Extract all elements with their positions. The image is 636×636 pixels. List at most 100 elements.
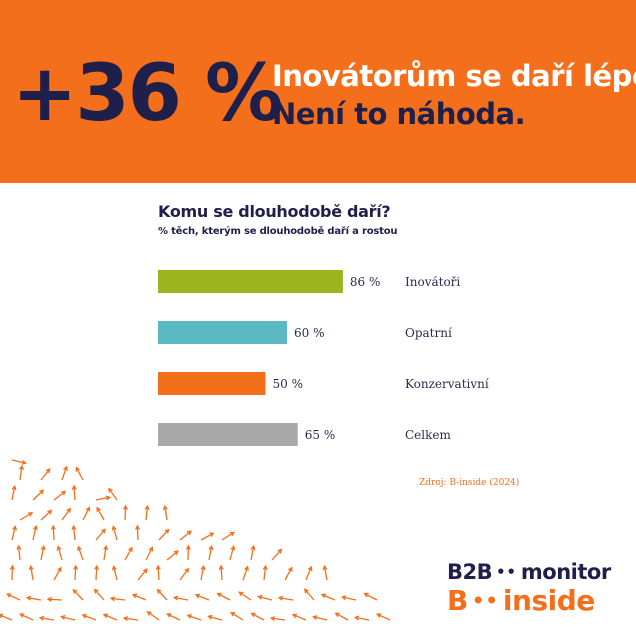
arrow-icon: [38, 615, 55, 621]
arrow-icon: [109, 596, 126, 602]
arrow-icon: [28, 564, 34, 581]
arrow-icon: [229, 545, 236, 561]
arrow-icon: [166, 613, 181, 621]
logo-b-text: B: [447, 584, 468, 617]
arrow-icon: [81, 613, 97, 621]
arrow-icon: [305, 565, 313, 581]
arrow-icon: [0, 613, 13, 621]
arrow-icon: [53, 490, 67, 501]
arrow-icon: [194, 593, 210, 601]
arrow-icon: [218, 564, 224, 581]
logo-dots: ••: [471, 589, 499, 613]
arrow-icon: [179, 567, 190, 581]
arrow-icon: [186, 614, 202, 621]
arrow-icon: [334, 612, 349, 621]
arrow-icon: [320, 593, 336, 601]
source-note: Zdroj: B-inside (2024): [419, 478, 520, 488]
arrow-icon: [353, 615, 370, 621]
arrow-icon: [250, 612, 265, 621]
arrow-icon: [145, 546, 154, 561]
arrow-icon: [277, 595, 294, 601]
arrow-icon: [108, 487, 118, 501]
arrow-icon: [200, 532, 215, 541]
scattered-arrows-icon: [0, 459, 391, 621]
arrow-icon: [200, 564, 206, 581]
value-label: 50 %: [273, 377, 304, 391]
arrow-icon: [172, 595, 189, 601]
arrow-icon: [103, 544, 109, 561]
arrow-icon: [93, 588, 105, 601]
arrow-icon: [11, 459, 27, 465]
arrow-icon: [340, 595, 357, 601]
b2b-monitor-logo: B2B •• monitor: [447, 560, 611, 584]
arrow-icon: [238, 591, 252, 601]
arrow-icon: [32, 525, 38, 541]
arrow-icon: [40, 544, 46, 561]
arrow-icon: [77, 545, 84, 561]
arrow-icon: [46, 596, 63, 602]
bar-konzervativní: [158, 372, 266, 395]
arrow-icon: [11, 484, 17, 501]
headline-line-2: Není to náhoda.: [272, 97, 526, 131]
arrow-icon: [40, 509, 53, 521]
arrow-icon: [111, 525, 118, 541]
arrow-icon: [94, 564, 100, 581]
arrow-icon: [53, 566, 62, 581]
arrow-icon: [135, 524, 140, 541]
arrow-icon: [124, 546, 133, 561]
arrow-icon: [73, 564, 79, 581]
arrow-icon: [312, 615, 328, 621]
bar-inovátoři: [158, 270, 343, 293]
arrow-icon: [179, 530, 192, 541]
arrow-icon: [322, 564, 328, 581]
arrow-icon: [269, 616, 286, 621]
arrow-icon: [19, 464, 24, 481]
arrow-icon: [6, 593, 21, 601]
arrow-icon: [11, 525, 17, 541]
arrow-icon: [95, 528, 106, 541]
arrow-icon: [166, 550, 179, 561]
arrow-icon: [19, 613, 34, 621]
arrow-icon: [207, 614, 223, 621]
arrow-icon: [19, 512, 34, 521]
arrow-icon: [75, 466, 84, 481]
arrow-icon: [185, 544, 191, 561]
headline-line-1: Inovátorům se daří lépe.: [272, 59, 636, 93]
arrow-icon: [60, 615, 76, 621]
arrow-icon: [158, 528, 170, 541]
arrow-icon: [162, 504, 168, 521]
arrow-icon: [363, 592, 378, 601]
logo-dots: ••: [496, 563, 517, 581]
arrow-icon: [242, 565, 249, 581]
arrow-icon: [262, 564, 268, 581]
bar-opatrní: [158, 321, 287, 344]
arrow-icon: [71, 484, 77, 501]
arrow-icon: [82, 506, 91, 521]
arrow-icon: [95, 495, 112, 501]
bar-celkem: [158, 423, 298, 446]
arrow-icon: [137, 568, 148, 581]
arrow-icon: [9, 564, 15, 581]
arrow-icon: [250, 544, 256, 561]
arrow-icon: [50, 524, 56, 541]
arrow-icon: [25, 595, 42, 601]
arrow-icon: [229, 611, 244, 621]
chart-title: Komu se dlouhodobě daří?: [158, 202, 391, 221]
arrow-icon: [284, 566, 293, 581]
category-label: Celkem: [405, 428, 451, 442]
arrow-icon: [131, 593, 147, 601]
category-label: Opatrní: [405, 326, 452, 340]
b-inside-logo: B •• inside: [447, 584, 595, 617]
value-label: 86 %: [350, 275, 381, 289]
headline-number: +36 %: [12, 49, 283, 139]
header-banner: +36 % Inovátorům se daří lépe. Není to n…: [0, 0, 636, 183]
arrow-icon: [156, 588, 168, 601]
logo-inside-text: inside: [502, 584, 595, 617]
arrow-icon: [144, 504, 150, 521]
arrow-icon: [208, 544, 214, 561]
arrow-icon: [257, 594, 273, 601]
arrow-icon: [32, 489, 45, 501]
arrow-icon: [102, 613, 118, 621]
arrow-icon: [16, 544, 22, 561]
